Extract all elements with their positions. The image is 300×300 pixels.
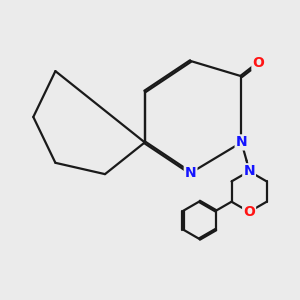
Text: O: O [252,56,264,70]
Text: N: N [243,164,255,178]
Text: N: N [236,135,247,149]
Text: O: O [243,205,255,219]
Text: N: N [185,166,197,180]
